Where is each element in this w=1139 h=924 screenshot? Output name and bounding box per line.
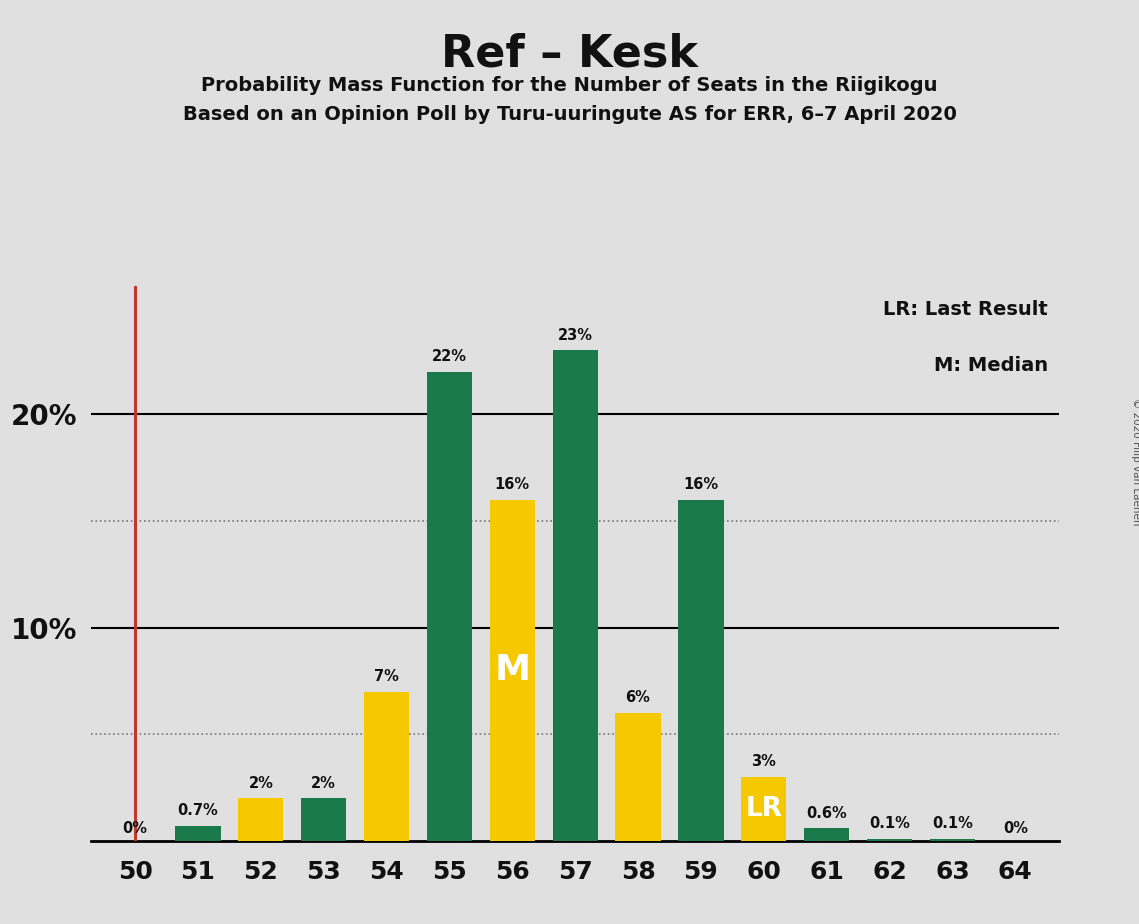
Text: 0%: 0%: [123, 821, 148, 835]
Text: LR: LR: [745, 796, 782, 821]
Text: M: M: [494, 653, 531, 687]
Bar: [552, 350, 598, 841]
Text: 0.6%: 0.6%: [806, 806, 847, 821]
Text: 16%: 16%: [494, 477, 530, 492]
Text: 0.1%: 0.1%: [869, 816, 910, 832]
Text: 3%: 3%: [752, 754, 777, 770]
Text: M: Median: M: Median: [934, 356, 1048, 375]
Bar: [427, 371, 472, 841]
Text: 0%: 0%: [1002, 821, 1027, 835]
Text: Based on an Opinion Poll by Turu-uuringute AS for ERR, 6–7 April 2020: Based on an Opinion Poll by Turu-uuringu…: [182, 105, 957, 125]
Bar: [929, 839, 975, 841]
Text: 2%: 2%: [311, 776, 336, 791]
Text: 6%: 6%: [625, 690, 650, 705]
Text: 23%: 23%: [558, 328, 592, 343]
Text: Probability Mass Function for the Number of Seats in the Riigikogu: Probability Mass Function for the Number…: [202, 76, 937, 95]
Bar: [490, 500, 535, 841]
Text: LR: Last Result: LR: Last Result: [883, 300, 1048, 320]
Text: 22%: 22%: [432, 349, 467, 364]
Text: 16%: 16%: [683, 477, 719, 492]
Bar: [679, 500, 723, 841]
Bar: [804, 828, 850, 841]
Text: 7%: 7%: [374, 669, 399, 684]
Text: 0.7%: 0.7%: [178, 804, 219, 819]
Bar: [238, 798, 284, 841]
Text: © 2020 Filip van Laenen: © 2020 Filip van Laenen: [1131, 398, 1139, 526]
Bar: [175, 826, 221, 841]
Bar: [615, 713, 661, 841]
Bar: [741, 777, 786, 841]
Bar: [364, 691, 409, 841]
Bar: [301, 798, 346, 841]
Bar: [867, 839, 912, 841]
Text: Ref – Kesk: Ref – Kesk: [441, 32, 698, 76]
Text: 2%: 2%: [248, 776, 273, 791]
Text: 0.1%: 0.1%: [932, 816, 973, 832]
